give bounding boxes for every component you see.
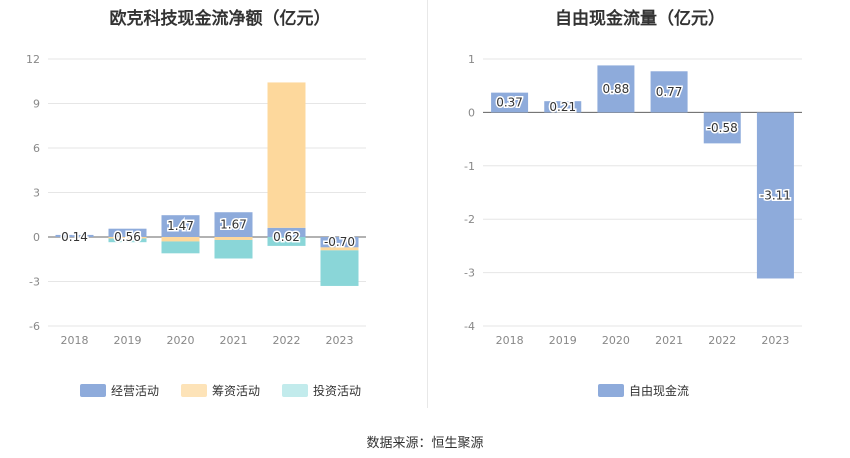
right-x-tick-label: 2022 xyxy=(708,334,736,347)
left-data-label: 1.67 xyxy=(220,218,247,232)
left-data-label: 1.47 xyxy=(167,219,194,233)
left-bar-series-1 xyxy=(161,237,200,242)
right-y-tick-label: -1 xyxy=(464,160,475,173)
right-bar-primary xyxy=(650,71,688,113)
legend-item-free-cash-flow[interactable]: 自由现金流 xyxy=(598,382,689,399)
left-data-label: 0.14 xyxy=(61,230,88,244)
left-bar-primary xyxy=(214,212,253,237)
legend-swatch-free-cash-flow xyxy=(598,384,624,397)
left-bar-series-1 xyxy=(267,82,306,228)
right-bar-primary xyxy=(597,65,635,113)
right-x-tick-label: 2019 xyxy=(549,334,577,347)
left-bar-series-2 xyxy=(108,238,147,243)
left-y-tick-label: 6 xyxy=(33,142,40,155)
left-y-tick-label: -3 xyxy=(29,276,40,289)
left-bar-primary xyxy=(55,234,94,237)
left-bar-primary xyxy=(161,215,200,237)
chart-divider xyxy=(427,0,428,408)
legend-item-operating[interactable]: 经营活动 xyxy=(80,382,159,399)
right-x-tick-label: 2020 xyxy=(602,334,630,347)
right-data-label: 0.21 xyxy=(549,100,576,114)
left-bar-series-1 xyxy=(108,237,147,239)
right-x-tick-label: 2021 xyxy=(655,334,683,347)
right-x-tick-label: 2023 xyxy=(761,334,789,347)
right-y-tick-label: -4 xyxy=(464,320,475,333)
left-bar-series-1 xyxy=(214,237,253,240)
left-bar-primary xyxy=(108,228,147,237)
left-bar-primary xyxy=(320,237,359,248)
right-data-label: 0.77 xyxy=(656,85,683,99)
left-bar-primary xyxy=(267,227,306,237)
legend-label-free-cash-flow: 自由现金流 xyxy=(629,384,690,398)
left-bar-series-2 xyxy=(320,250,359,286)
left-bar-series-2 xyxy=(267,237,306,246)
legend-swatch-investing xyxy=(282,384,309,397)
left-x-tick-label: 2022 xyxy=(273,334,301,347)
legend-label-financing: 筹资活动 xyxy=(212,384,261,398)
left-x-tick-label: 2021 xyxy=(220,334,248,347)
left-y-tick-label: -6 xyxy=(29,320,40,333)
legend-swatch-operating xyxy=(80,384,106,397)
left-x-tick-label: 2023 xyxy=(326,334,354,347)
left-y-tick-label: 9 xyxy=(33,98,40,111)
left-x-tick-label: 2018 xyxy=(61,334,89,347)
right-x-tick-label: 2018 xyxy=(496,334,524,347)
right-y-tick-label: -2 xyxy=(464,213,475,226)
data-source-note: 数据来源：恒生聚源 xyxy=(366,436,484,451)
right-bar-primary xyxy=(756,112,794,279)
left-x-tick-label: 2020 xyxy=(167,334,195,347)
left-data-label: 0.56 xyxy=(114,230,141,244)
left-bar-series-1 xyxy=(320,247,359,251)
left-y-tick-label: 3 xyxy=(33,187,40,200)
left-bar-series-2 xyxy=(161,241,200,254)
right-y-tick-label: 0 xyxy=(468,106,475,119)
right-chart-title: 自由现金流量（亿元） xyxy=(555,9,725,29)
legend-item-investing[interactable]: 投资活动 xyxy=(282,382,361,399)
legend-label-operating: 经营活动 xyxy=(111,384,160,398)
right-data-label: -3.11 xyxy=(760,188,791,202)
right-data-label: 0.88 xyxy=(603,82,630,96)
legend-swatch-financing xyxy=(181,384,208,397)
legend-item-financing[interactable]: 筹资活动 xyxy=(181,382,260,399)
left-chart-title: 欧克科技现金流净额（亿元） xyxy=(109,9,331,29)
right-data-label: 0.37 xyxy=(496,96,523,110)
left-y-tick-label: 0 xyxy=(33,231,40,244)
right-bar-primary xyxy=(544,101,582,113)
right-bar-primary xyxy=(703,112,741,144)
right-y-tick-label: -3 xyxy=(464,267,475,280)
right-bar-primary xyxy=(491,92,529,113)
legend-label-investing: 投资活动 xyxy=(313,384,362,398)
left-data-label: -0.70 xyxy=(324,235,355,249)
left-y-tick-label: 12 xyxy=(26,53,40,66)
left-bar-series-2 xyxy=(214,239,253,259)
left-data-label: 0.62 xyxy=(273,230,300,244)
right-y-tick-label: 1 xyxy=(468,53,475,66)
left-x-tick-label: 2019 xyxy=(114,334,142,347)
right-chart-legend: 自由现金流 xyxy=(598,382,711,399)
right-data-label: -0.58 xyxy=(707,121,738,135)
left-chart-legend: 经营活动 筹资活动 投资活动 xyxy=(80,382,383,399)
